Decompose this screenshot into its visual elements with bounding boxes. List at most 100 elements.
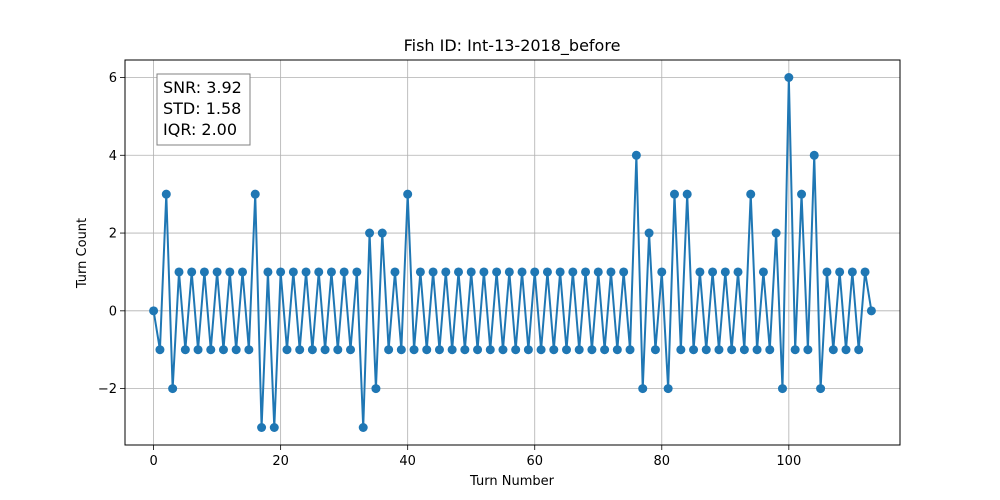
- data-point: [174, 267, 184, 277]
- data-point: [422, 345, 432, 355]
- data-point: [689, 345, 699, 355]
- data-point: [206, 345, 216, 355]
- x-tick-label: 40: [399, 454, 416, 469]
- data-point: [244, 345, 254, 355]
- data-point: [739, 345, 749, 355]
- data-point: [180, 345, 190, 355]
- data-point: [187, 267, 197, 277]
- data-point: [498, 345, 508, 355]
- data-point: [644, 228, 654, 238]
- data-point: [231, 345, 241, 355]
- data-point: [676, 345, 686, 355]
- x-tick-label: 60: [526, 454, 543, 469]
- data-point: [193, 345, 203, 355]
- data-point: [460, 345, 470, 355]
- data-point: [650, 345, 660, 355]
- data-point: [225, 267, 235, 277]
- data-point: [841, 345, 851, 355]
- stat-std: STD: 1.58: [163, 99, 241, 118]
- data-point: [657, 267, 667, 277]
- data-point: [149, 306, 159, 316]
- data-point: [269, 423, 279, 432]
- stats-annotation: SNR: 3.92 STD: 1.58 IQR: 2.00: [156, 73, 251, 146]
- data-point: [593, 267, 603, 277]
- data-point: [390, 267, 400, 277]
- y-axis-title: Turn Count: [75, 218, 90, 289]
- data-point: [790, 345, 800, 355]
- data-point: [835, 267, 845, 277]
- data-point: [250, 189, 260, 199]
- y-tick-label: 2: [109, 227, 117, 242]
- data-point: [479, 267, 489, 277]
- data-point: [346, 345, 356, 355]
- data-point: [765, 345, 775, 355]
- x-tick-label: 20: [272, 454, 289, 469]
- data-point: [384, 345, 394, 355]
- stat-iqr: IQR: 2.00: [163, 120, 237, 139]
- data-point: [314, 267, 324, 277]
- data-point: [822, 267, 832, 277]
- data-point: [708, 267, 718, 277]
- data-point: [701, 345, 711, 355]
- data-point: [358, 423, 368, 432]
- data-point: [606, 267, 616, 277]
- data-point: [333, 345, 343, 355]
- data-point: [828, 345, 838, 355]
- data-point: [517, 267, 527, 277]
- data-point: [669, 189, 679, 199]
- chart-title: Fish ID: Int-13-2018_before: [404, 36, 621, 56]
- data-point: [612, 345, 622, 355]
- data-point: [542, 267, 552, 277]
- data-point: [803, 345, 813, 355]
- data-point: [441, 267, 451, 277]
- data-point: [504, 267, 514, 277]
- data-point: [282, 345, 292, 355]
- data-point: [733, 267, 743, 277]
- data-point: [326, 267, 336, 277]
- data-point: [581, 267, 591, 277]
- data-point: [530, 267, 540, 277]
- data-point: [682, 189, 692, 199]
- x-tick-label: 80: [654, 454, 671, 469]
- data-point: [746, 189, 756, 199]
- data-point: [777, 384, 787, 394]
- y-tick-label: −2: [98, 382, 117, 397]
- data-point: [625, 345, 635, 355]
- x-tick-label: 0: [149, 454, 157, 469]
- data-point: [339, 267, 349, 277]
- data-point: [403, 189, 413, 199]
- data-point: [257, 423, 267, 432]
- data-point: [218, 345, 228, 355]
- data-point: [434, 345, 444, 355]
- data-point: [752, 345, 762, 355]
- data-point: [631, 150, 641, 160]
- data-point: [212, 267, 222, 277]
- data-point: [663, 384, 673, 394]
- data-point: [562, 345, 571, 355]
- data-point: [307, 345, 317, 355]
- series-line: [152, 76, 873, 429]
- data-point: [619, 267, 629, 277]
- data-point: [238, 267, 248, 277]
- data-point: [263, 267, 273, 277]
- x-tick-label: 100: [776, 454, 801, 469]
- data-point: [638, 384, 648, 394]
- data-point: [600, 345, 610, 355]
- data-point: [301, 267, 311, 277]
- data-point: [549, 345, 559, 355]
- y-tick-label: 4: [109, 149, 117, 164]
- data-point: [485, 345, 495, 355]
- data-point: [714, 345, 724, 355]
- data-point: [555, 267, 565, 277]
- data-point: [454, 267, 463, 277]
- data-point: [161, 189, 171, 199]
- data-point: [727, 345, 737, 355]
- data-point: [511, 345, 521, 355]
- data-point: [371, 384, 381, 394]
- data-point: [492, 267, 502, 277]
- data-point: [295, 345, 305, 355]
- data-point: [695, 267, 705, 277]
- data-point: [809, 150, 819, 160]
